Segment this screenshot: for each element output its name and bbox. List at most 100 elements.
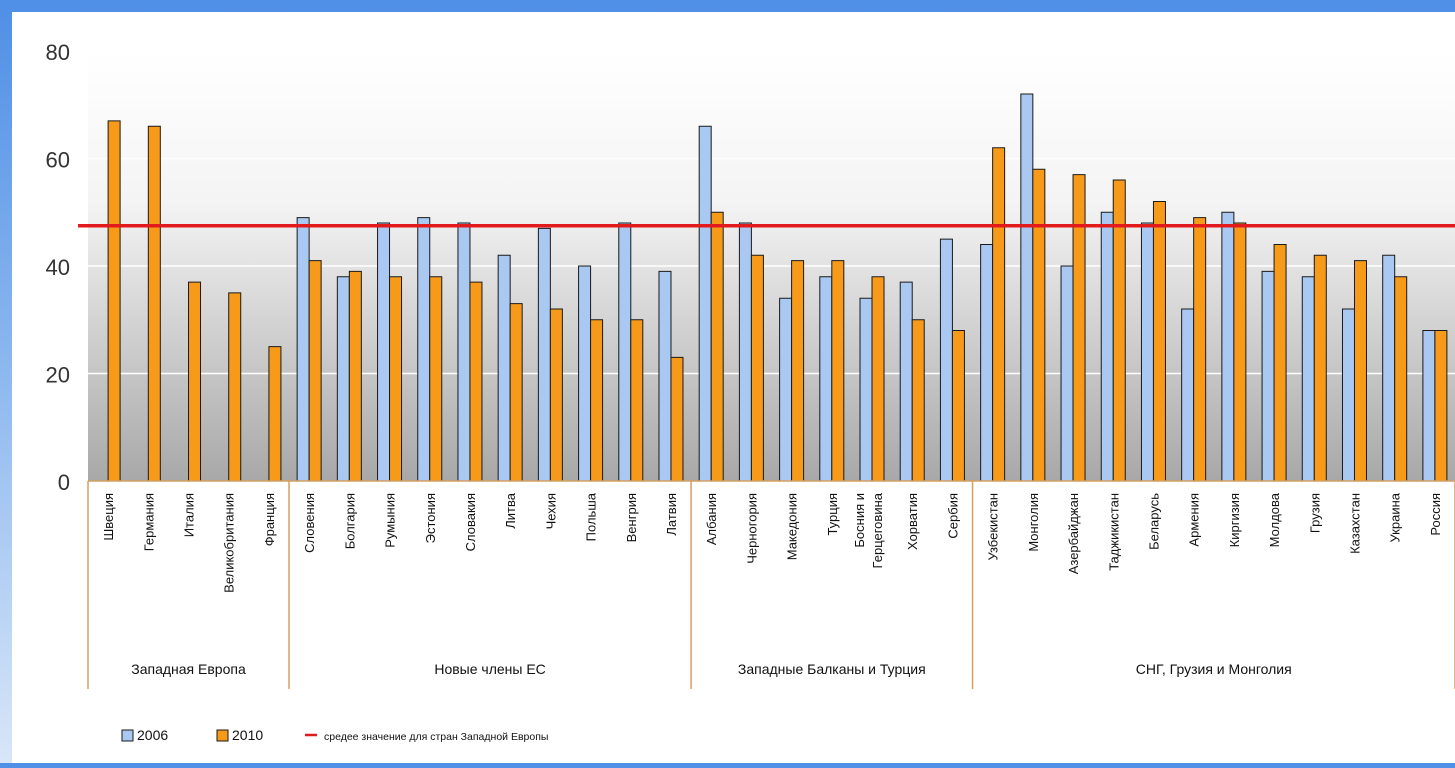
bar-2010 (1273, 244, 1287, 482)
bar-2010 (107, 120, 121, 482)
x-tick-label: Германия (141, 493, 156, 551)
bar-2006 (1140, 222, 1154, 482)
legend-swatch-2010 (216, 729, 229, 742)
bar-2010 (590, 319, 604, 482)
bar-2006 (738, 222, 752, 482)
x-tick-label: Албания (704, 493, 719, 545)
bar-2010 (1152, 201, 1166, 482)
x-tick-label: Литва (503, 492, 518, 529)
bar-2010 (147, 125, 161, 482)
bar-2010 (1032, 168, 1046, 482)
bar-2010 (1313, 254, 1327, 482)
y-tick-label: 80 (46, 40, 70, 65)
x-tick-label: Россия (1428, 493, 1443, 536)
x-tick-label: Монголия (1026, 493, 1041, 552)
x-tick-label: Словакия (463, 493, 478, 551)
bar-2010 (348, 270, 362, 482)
bar-2010 (710, 211, 724, 482)
bar-2010 (871, 276, 885, 482)
bar-2010 (992, 147, 1006, 482)
x-tick-label: Польша (584, 492, 599, 541)
bar-2010 (791, 260, 805, 482)
bar-2010 (951, 330, 965, 482)
x-tick-label: Македония (785, 493, 800, 560)
legend-swatch-2006 (121, 729, 134, 742)
bar-2006 (698, 125, 712, 482)
bar-2010 (911, 319, 925, 482)
bar-2010 (831, 260, 845, 482)
bar-2006 (1221, 211, 1235, 482)
bar-2006 (296, 217, 310, 482)
bar-chart: 0 20 40 60 80 Швеция Германия Италия Великобрит… (46, 40, 1455, 743)
x-tick-label: Великобритания (222, 493, 237, 593)
x-tick-label: Киргизия (1227, 493, 1242, 547)
bar-2006 (859, 297, 873, 482)
bar-2010 (308, 260, 322, 482)
x-tick-label: Сербия (945, 493, 960, 539)
x-tick-label: Узбекистан (986, 493, 1001, 561)
x-tick-label: Чехия (543, 493, 558, 529)
x-tick-label: Хорватия (905, 493, 920, 550)
bar-2006 (497, 254, 511, 482)
bar-2010 (1072, 174, 1086, 482)
bar-2006 (1181, 308, 1195, 482)
x-tick-label: Грузия (1307, 493, 1322, 533)
bar-2006 (779, 297, 793, 482)
bar-2006 (1060, 265, 1074, 482)
bar-2006 (457, 222, 471, 482)
x-tick-label: Словения (302, 493, 317, 553)
bar-2010 (509, 303, 523, 482)
y-tick-label: 0 (58, 470, 70, 495)
bar-2010 (228, 292, 242, 482)
bar-2006 (899, 281, 913, 482)
bar-2006 (980, 244, 994, 482)
bar-2006 (1422, 330, 1436, 482)
bar-2010 (670, 356, 684, 482)
bar-2010 (1434, 330, 1448, 482)
bar-2010 (268, 346, 282, 482)
x-tick-label: Венгрия (624, 493, 639, 542)
bar-2006 (1382, 254, 1396, 482)
x-tick-label: Швеция (101, 493, 116, 541)
x-tick-label: Турция (825, 493, 840, 536)
legend-label-2006: 2006 (137, 727, 168, 743)
x-tick-label: Герцеговина (870, 492, 885, 568)
legend-label-2010: 2010 (232, 727, 263, 743)
bar-2010 (549, 308, 563, 482)
bar-2010 (1193, 217, 1207, 482)
x-tick-label: Украина (1388, 492, 1403, 542)
bar-2006 (1261, 270, 1275, 482)
x-tick-label: Италия (182, 493, 197, 537)
x-tick-label: Казахстан (1347, 493, 1362, 554)
bar-2010 (630, 319, 644, 482)
bar-2010 (1233, 222, 1247, 482)
bar-2006 (336, 276, 350, 482)
group-label: СНГ, Грузия и Монголия (1136, 661, 1292, 677)
x-tick-label: Румыния (383, 493, 398, 548)
bar-2006 (939, 238, 953, 482)
bar-2010 (1353, 260, 1367, 482)
legend-label-average: средее значение для стран Западной Европ… (324, 731, 548, 743)
group-label: Западная Европа (131, 661, 246, 677)
bar-2010 (750, 254, 764, 482)
bar-2006 (618, 222, 632, 482)
bar-2006 (1100, 211, 1114, 482)
bar-2010 (188, 281, 202, 482)
x-tick-label: Молдова (1267, 492, 1282, 547)
x-tick-label: Латвия (664, 493, 679, 536)
bar-2010 (389, 276, 403, 482)
x-tick-label: Азербайджан (1066, 493, 1081, 574)
x-tick-label: Босния и (852, 493, 867, 548)
bar-2006 (537, 227, 551, 482)
x-tick-label: Франция (262, 493, 277, 546)
y-tick-label: 40 (46, 255, 70, 280)
bar-2010 (1394, 276, 1408, 482)
x-tick-label: Болгария (342, 493, 357, 549)
bar-2006 (1341, 308, 1355, 482)
bar-2006 (1020, 93, 1034, 482)
x-tick-label: Беларусь (1146, 493, 1161, 550)
bar-2010 (429, 276, 443, 482)
x-tick-label: Армения (1187, 493, 1202, 547)
x-tick-label: Таджикистан (1106, 493, 1121, 571)
group-label: Западные Балканы и Турция (738, 661, 926, 677)
